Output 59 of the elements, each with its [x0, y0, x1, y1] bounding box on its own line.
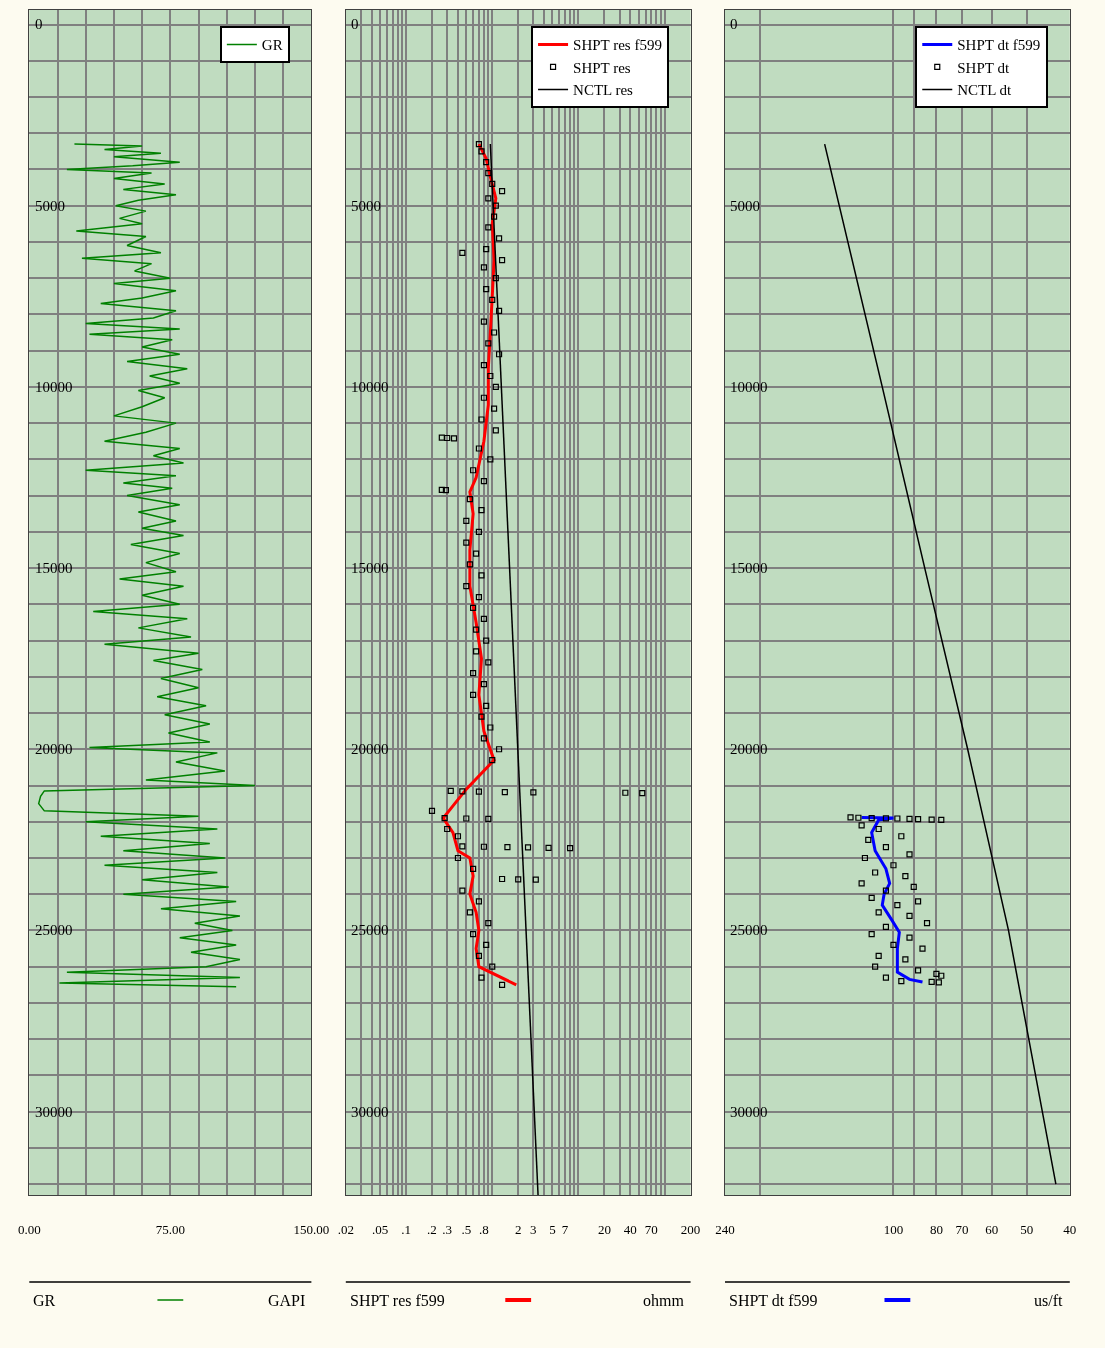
y-tick-label: 10000: [35, 379, 73, 395]
y-tick-label: 30000: [730, 1104, 768, 1120]
x-tick-label: 3: [530, 1221, 537, 1237]
text: us/ft: [1034, 1292, 1063, 1309]
y-tick-label: 10000: [730, 379, 768, 395]
y-tick-label: 15000: [35, 560, 73, 576]
y-tick-label: 30000: [35, 1104, 73, 1120]
y-tick-label: 20000: [351, 741, 389, 757]
y-tick-label: 15000: [730, 560, 768, 576]
x-tick-label: .05: [371, 1221, 389, 1237]
x-tick-label: 100: [883, 1221, 904, 1237]
y-tick-label: 0: [730, 16, 738, 32]
y-tick-label: 20000: [35, 741, 73, 757]
x-axis-title: SHPT res f599: [350, 1292, 445, 1309]
x-tick-label: 20: [597, 1221, 611, 1237]
x-tick-label: 200: [680, 1221, 701, 1237]
y-tick-label: 15000: [351, 560, 389, 576]
x-axis-title: GR: [33, 1292, 56, 1309]
legend-label: NCTL res: [573, 82, 634, 99]
x-tick-label: 240: [715, 1221, 735, 1237]
y-tick-label: 0: [35, 16, 43, 32]
x-tick-label: .02: [337, 1221, 354, 1237]
legend-label: GR: [261, 37, 283, 54]
y-tick-label: 0: [351, 16, 359, 32]
legend-label: SHPT res: [573, 59, 631, 76]
y-tick-label: 5000: [351, 198, 381, 214]
y-tick-label: 25000: [351, 922, 389, 938]
x-tick-label: 150.00: [293, 1221, 330, 1237]
x-tick-label: 80: [929, 1221, 943, 1237]
y-tick-label: 20000: [730, 741, 768, 757]
y-tick-label: 5000: [35, 198, 65, 214]
x-tick-label: .1: [401, 1221, 411, 1237]
x-axis-title: SHPT dt f599: [729, 1292, 818, 1309]
text: GAPI: [268, 1292, 306, 1309]
y-tick-label: 5000: [730, 198, 760, 214]
text: ohmm: [643, 1292, 685, 1309]
x-tick-label: 50: [1020, 1221, 1034, 1237]
legend-label: SHPT dt f599: [957, 37, 1041, 54]
y-tick-label: 25000: [35, 922, 73, 938]
x-tick-label: .3: [442, 1221, 453, 1237]
y-tick-label: 10000: [351, 379, 389, 395]
y-tick-label: 30000: [351, 1104, 389, 1120]
x-tick-label: .2: [427, 1221, 437, 1237]
legend-label: SHPT dt: [957, 59, 1010, 76]
x-tick-label: 60: [985, 1221, 999, 1237]
legend-label: NCTL dt: [957, 82, 1013, 99]
x-tick-label: 40: [623, 1221, 637, 1237]
x-tick-label: 2: [514, 1221, 522, 1237]
x-tick-label: 0.00: [17, 1221, 41, 1237]
x-tick-label: 70: [955, 1221, 969, 1237]
x-tick-label: 7: [561, 1221, 569, 1237]
x-tick-label: 40: [1063, 1221, 1077, 1237]
x-tick-label: 5: [549, 1221, 556, 1237]
legend-label: SHPT res f599: [573, 37, 662, 54]
x-tick-label: .5: [461, 1221, 472, 1237]
x-tick-label: .8: [479, 1221, 489, 1237]
x-tick-label: 70: [644, 1221, 658, 1237]
x-tick-label: 75.00: [155, 1221, 185, 1237]
y-tick-label: 25000: [730, 922, 768, 938]
